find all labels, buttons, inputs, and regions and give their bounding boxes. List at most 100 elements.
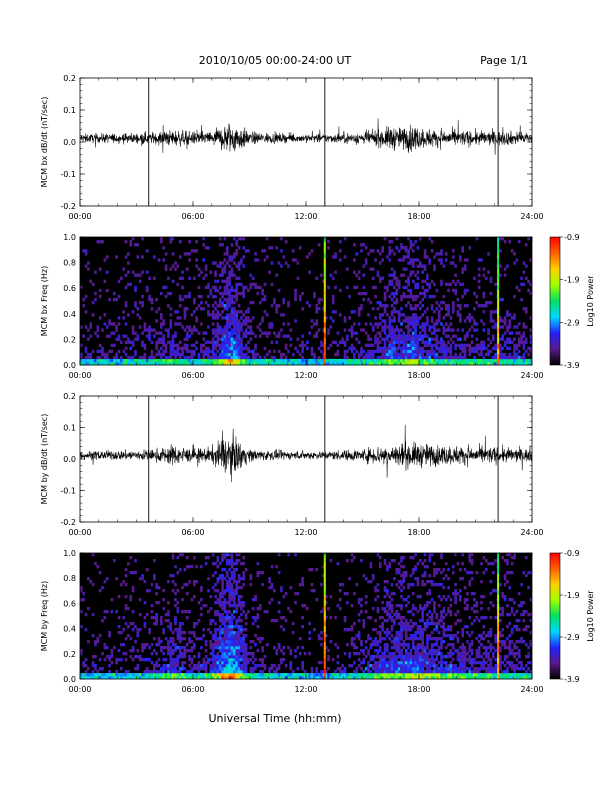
spectrogram-cell — [251, 607, 255, 611]
spectrogram-cell — [216, 637, 220, 641]
spectrogram-cell — [423, 322, 427, 326]
spectrogram-cell — [383, 652, 387, 656]
spectrogram-cell — [409, 337, 413, 341]
spectrogram-cell — [207, 346, 210, 351]
spectrogram-cell — [440, 613, 443, 617]
spectrogram-cell — [223, 270, 227, 274]
spectrogram-cell — [216, 667, 220, 671]
spectrogram-cell — [353, 358, 356, 363]
spectrogram-cell — [94, 291, 97, 296]
spectrogram-cell — [376, 270, 380, 274]
spectrogram-cell — [369, 352, 373, 357]
spectrogram-cell — [117, 294, 121, 299]
spectrogram-cell — [270, 304, 274, 308]
spectrogram-cell — [129, 655, 133, 659]
spectrogram-cell — [124, 670, 128, 674]
spectrogram-cell — [84, 346, 88, 351]
spectrogram-cell — [327, 331, 330, 335]
spectrogram-cell — [148, 631, 151, 635]
spectrogram-cell — [393, 349, 396, 354]
spectrogram-cell — [188, 334, 191, 338]
spectrogram-cell — [265, 331, 269, 335]
spectrogram-cell — [306, 301, 309, 305]
spectrogram-cell — [444, 322, 448, 326]
spectrogram-cell — [459, 361, 462, 366]
spectrogram-cell — [207, 304, 210, 308]
spectrogram-cell — [423, 628, 427, 632]
spectrogram-cell — [145, 673, 149, 677]
y-axis-label: MCM by dB/dt (nT/sec) — [40, 414, 49, 505]
spectrogram-cell — [306, 673, 309, 677]
spectrogram-cell — [214, 667, 217, 671]
spectrogram-cell — [350, 640, 354, 644]
spectrogram-cell — [249, 358, 253, 363]
colorbar-tick-label: -1.9 — [564, 276, 580, 285]
spectrogram-cell — [228, 601, 231, 605]
spectrogram-cell — [350, 346, 354, 351]
spectrogram-cell — [527, 352, 530, 357]
spectrogram-cell — [209, 658, 213, 662]
spectrogram-cell — [98, 343, 102, 348]
spectrogram-cell — [419, 634, 422, 638]
spectrogram-cell — [138, 676, 142, 680]
spectrogram-cell — [237, 664, 241, 668]
spectrogram-cell — [200, 343, 203, 348]
spectrogram-cell — [174, 322, 177, 326]
spectrogram-cell — [428, 325, 432, 329]
spectrogram-cell — [202, 661, 206, 665]
x-tick-label: 00:00 — [68, 212, 91, 221]
spectrogram-cell — [353, 637, 356, 641]
spectrogram-cell — [499, 337, 502, 341]
spectrogram-cell — [426, 673, 429, 677]
spectrogram-cell — [287, 676, 290, 680]
spectrogram-cell — [91, 655, 95, 659]
spectrogram-cell — [214, 313, 217, 317]
spectrogram-cell — [463, 358, 467, 363]
spectrogram-cell — [477, 273, 481, 277]
spectrogram-cell — [388, 664, 392, 668]
spectrogram-cell — [310, 346, 314, 351]
spectrogram-cell — [221, 328, 224, 332]
spectrogram-cell — [374, 337, 377, 341]
spectrogram-cell — [284, 358, 288, 363]
spectrogram-cell — [235, 355, 239, 360]
spectrogram-cell — [124, 604, 128, 608]
spectrogram-cell — [442, 328, 446, 332]
spectrogram-cell — [400, 574, 403, 578]
spectrogram-cell — [230, 637, 234, 641]
spectrogram-cell — [334, 255, 337, 259]
spectrogram-cell — [423, 622, 427, 626]
spectrogram-cell — [390, 652, 394, 656]
spectrogram-cell — [371, 349, 375, 354]
spectrogram-cell — [284, 664, 288, 668]
spectrogram-cell — [517, 322, 521, 326]
spectrogram-cell — [367, 661, 370, 665]
spectrogram-cell — [360, 676, 363, 680]
spectrogram-cell — [127, 634, 130, 638]
spectrogram-cell — [249, 282, 253, 287]
spectrogram-cell — [216, 655, 220, 659]
spectrogram-cell — [225, 658, 229, 662]
y-tick-label: 0.2 — [63, 392, 76, 401]
spectrogram-cell — [369, 580, 373, 584]
spectrogram-cell — [225, 261, 229, 265]
spectrogram-cell — [176, 282, 180, 287]
spectrogram-cell — [152, 358, 156, 363]
spectrogram-cell — [423, 604, 427, 608]
spectrogram-cell — [129, 243, 133, 247]
spectrogram-cell — [482, 267, 486, 271]
spectrogram-cell — [529, 291, 533, 296]
spectrogram-cell — [181, 664, 184, 668]
spectrogram-cell — [329, 343, 333, 348]
spectrogram-cell — [456, 361, 460, 366]
spectrogram-cell — [235, 619, 239, 623]
spectrogram-cell — [298, 352, 302, 357]
spectrogram-cell — [303, 652, 307, 656]
spectrogram-cell — [407, 628, 410, 632]
spectrogram-cell — [447, 325, 450, 329]
spectrogram-cell — [426, 361, 429, 366]
spectrogram-cell — [508, 337, 512, 341]
spectrogram-cell — [171, 264, 175, 268]
spectrogram-cell — [395, 288, 399, 293]
spectrogram-cell — [221, 643, 224, 647]
